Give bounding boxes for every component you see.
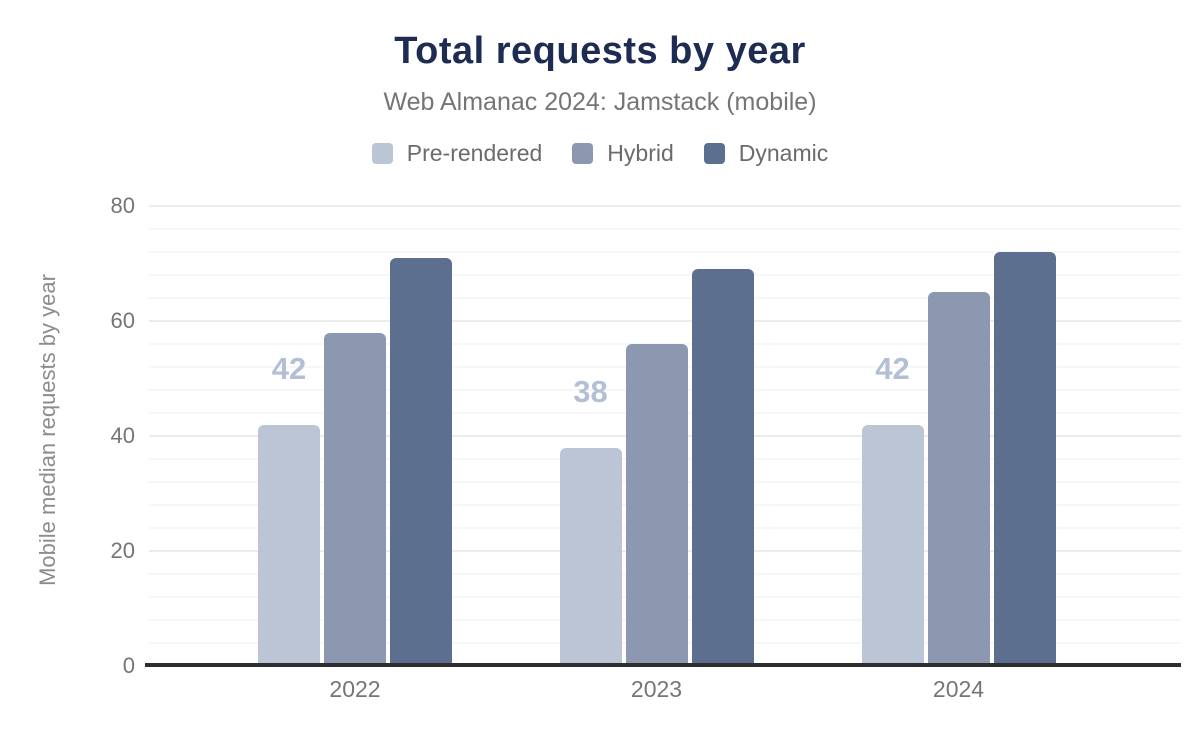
bar-dynamic-2022[interactable] <box>390 257 452 666</box>
bar-hybrid-2023[interactable] <box>625 344 688 666</box>
y-tick-label: 0 <box>122 653 135 678</box>
bar-hybrid-2024[interactable] <box>927 292 990 666</box>
legend-label: Dynamic <box>738 140 829 166</box>
legend-item: Pre-rendered <box>371 140 543 167</box>
bar-pre-rendered-2024[interactable] <box>861 424 924 666</box>
data-label: 42 <box>271 350 307 386</box>
chart-title: Total requests by year <box>394 30 806 72</box>
legend-label: Pre-rendered <box>406 140 543 166</box>
data-label: 42 <box>875 350 910 386</box>
legend-swatch-icon <box>371 143 393 164</box>
legend-item: Hybrid <box>572 140 674 167</box>
minor-gridline <box>149 251 1181 253</box>
x-axis-line <box>145 663 1181 667</box>
major-gridline <box>149 205 1181 207</box>
chart-subtitle: Web Almanac 2024: Jamstack (mobile) <box>383 88 817 116</box>
legend-swatch-icon <box>572 143 594 164</box>
y-tick-label: 60 <box>110 308 135 333</box>
y-tick-label: 20 <box>110 538 135 563</box>
x-tick-label: 2024 <box>932 676 985 702</box>
minor-gridline <box>149 228 1181 230</box>
bar-pre-rendered-2022[interactable] <box>258 424 320 666</box>
bar-dynamic-2024[interactable] <box>993 252 1056 666</box>
minor-gridline <box>149 297 1181 299</box>
y-axis-title: Mobile median requests by year <box>35 274 60 586</box>
minor-gridline <box>149 274 1181 276</box>
y-tick-label: 80 <box>110 193 135 218</box>
bar-hybrid-2022[interactable] <box>324 332 386 666</box>
data-label: 38 <box>573 373 608 409</box>
bar-dynamic-2023[interactable] <box>691 269 754 666</box>
legend: Pre-rendered Hybrid Dynamic <box>0 140 1200 167</box>
x-tick-label: 2023 <box>630 676 683 702</box>
x-tick-label: 2022 <box>329 676 381 702</box>
plot-area: 42 38 42 <box>149 205 1181 666</box>
legend-swatch-icon <box>703 143 725 164</box>
bar-pre-rendered-2023[interactable] <box>559 447 622 666</box>
legend-label: Hybrid <box>607 140 674 166</box>
major-gridline <box>149 320 1181 322</box>
y-tick-label: 40 <box>110 423 135 448</box>
legend-item: Dynamic <box>703 140 829 167</box>
